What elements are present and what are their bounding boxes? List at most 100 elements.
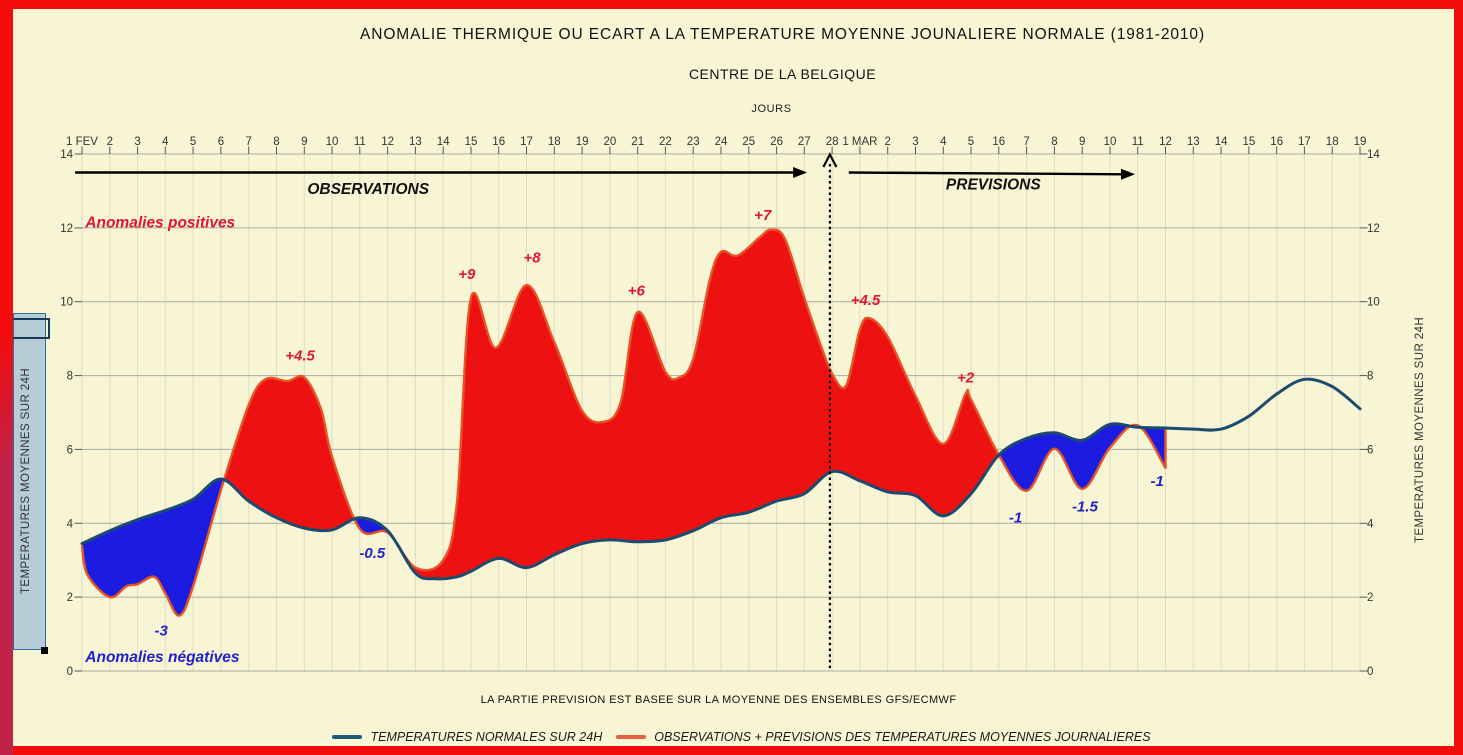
svg-text:1 MAR: 1 MAR	[842, 136, 877, 148]
svg-text:12: 12	[381, 136, 394, 148]
svg-text:11: 11	[1132, 136, 1144, 148]
svg-text:+7: +7	[754, 207, 772, 224]
observations-line-swatch	[616, 735, 647, 739]
svg-text:27: 27	[798, 136, 811, 148]
legend-label-observations: OBSERVATIONS + PREVISIONS DES TEMPERATUR…	[654, 730, 1151, 744]
svg-text:0: 0	[67, 666, 73, 678]
svg-text:PREVISIONS: PREVISIONS	[946, 176, 1041, 193]
axis-title-textbox	[13, 313, 46, 650]
svg-text:11: 11	[354, 136, 366, 148]
page-title: ANOMALIE THERMIQUE OU ECART A LA TEMPERA…	[359, 26, 1206, 43]
page-subtitle: CENTRE DE LA BELGIQUE	[688, 66, 877, 82]
svg-text:10: 10	[326, 136, 339, 148]
svg-text:25: 25	[742, 136, 755, 148]
svg-text:2: 2	[1367, 592, 1373, 604]
svg-text:23: 23	[687, 136, 700, 148]
svg-text:8: 8	[1367, 371, 1373, 383]
svg-text:-1: -1	[1151, 473, 1164, 490]
right-axis-title: TEMPERATURES MOYENNES SUR 24H	[1414, 316, 1426, 544]
legend-item-observations: OBSERVATIONS + PREVISIONS DES TEMPERATUR…	[616, 730, 1151, 744]
legend: TEMPERATURES NORMALES SUR 24H OBSERVATIO…	[0, 730, 1463, 744]
svg-text:9: 9	[301, 136, 307, 148]
svg-text:+6: +6	[628, 283, 646, 300]
svg-text:12: 12	[1367, 223, 1380, 235]
svg-text:6: 6	[218, 136, 224, 148]
svg-text:7: 7	[1023, 136, 1029, 148]
border-top	[0, 0, 1463, 9]
svg-text:10: 10	[1367, 297, 1380, 309]
svg-text:17: 17	[520, 136, 533, 148]
svg-text:2: 2	[67, 592, 73, 604]
svg-text:10: 10	[60, 297, 73, 309]
svg-text:+9: +9	[458, 266, 476, 283]
border-left	[0, 0, 13, 755]
svg-text:OBSERVATIONS: OBSERVATIONS	[307, 181, 429, 198]
svg-text:5: 5	[968, 136, 974, 148]
legend-label-normales: TEMPERATURES NORMALES SUR 24H	[370, 730, 603, 744]
svg-text:22: 22	[659, 136, 672, 148]
svg-text:-1.5: -1.5	[1072, 499, 1099, 516]
svg-text:3: 3	[912, 136, 918, 148]
svg-text:2: 2	[884, 136, 890, 148]
svg-text:18: 18	[1326, 136, 1339, 148]
svg-text:14: 14	[1367, 149, 1380, 161]
svg-text:3: 3	[134, 136, 140, 148]
svg-text:-1: -1	[1009, 510, 1022, 527]
svg-text:19: 19	[576, 136, 589, 148]
svg-text:5: 5	[190, 136, 196, 148]
svg-text:9: 9	[1079, 136, 1085, 148]
svg-text:8: 8	[273, 136, 279, 148]
svg-text:8: 8	[67, 371, 73, 383]
svg-text:1 FEV: 1 FEV	[66, 136, 98, 148]
svg-text:4: 4	[1367, 518, 1374, 530]
svg-text:26: 26	[770, 136, 783, 148]
svg-text:15: 15	[1243, 136, 1256, 148]
svg-text:+4.5: +4.5	[851, 292, 881, 309]
svg-text:14: 14	[60, 149, 73, 161]
svg-text:14: 14	[437, 136, 450, 148]
legend-item-normales: TEMPERATURES NORMALES SUR 24H	[332, 730, 602, 744]
left-axis-title: TEMPERATURES MOYENNES SUR 24H	[20, 367, 32, 595]
footnote: LA PARTIE PREVISION EST BASEE SUR LA MOY…	[480, 694, 957, 706]
svg-text:Anomalies négatives: Anomalies négatives	[84, 649, 240, 666]
svg-text:2: 2	[107, 136, 113, 148]
svg-text:6: 6	[1367, 444, 1373, 456]
svg-text:20: 20	[604, 136, 617, 148]
svg-text:16: 16	[992, 136, 1005, 148]
svg-text:16: 16	[492, 136, 505, 148]
border-right	[1454, 0, 1463, 755]
svg-text:12: 12	[60, 223, 73, 235]
svg-text:6: 6	[67, 444, 73, 456]
svg-text:16: 16	[1270, 136, 1283, 148]
svg-text:4: 4	[940, 136, 947, 148]
svg-text:-3: -3	[155, 622, 169, 639]
svg-text:24: 24	[715, 136, 728, 148]
svg-text:28: 28	[826, 136, 839, 148]
svg-text:Anomalies positives: Anomalies positives	[84, 214, 235, 231]
svg-text:4: 4	[162, 136, 169, 148]
svg-text:17: 17	[1298, 136, 1311, 148]
svg-text:12: 12	[1159, 136, 1172, 148]
border-bottom	[0, 746, 1463, 755]
svg-text:21: 21	[631, 136, 644, 148]
svg-text:7: 7	[245, 136, 251, 148]
svg-text:10: 10	[1104, 136, 1117, 148]
svg-text:+2: +2	[957, 369, 975, 386]
svg-text:8: 8	[1051, 136, 1057, 148]
svg-text:15: 15	[465, 136, 478, 148]
svg-text:19: 19	[1354, 136, 1367, 148]
svg-text:-0.5: -0.5	[359, 545, 386, 562]
svg-text:0: 0	[1367, 666, 1373, 678]
svg-text:18: 18	[548, 136, 561, 148]
svg-text:13: 13	[409, 136, 422, 148]
svg-text:14: 14	[1215, 136, 1228, 148]
svg-text:4: 4	[67, 518, 74, 530]
normal-line-swatch	[332, 735, 363, 739]
svg-text:13: 13	[1187, 136, 1200, 148]
x-axis-title: JOURS	[751, 103, 792, 115]
svg-text:+4.5: +4.5	[285, 347, 315, 364]
svg-text:+8: +8	[524, 249, 542, 266]
axis-title-textbox-handle	[41, 647, 48, 654]
